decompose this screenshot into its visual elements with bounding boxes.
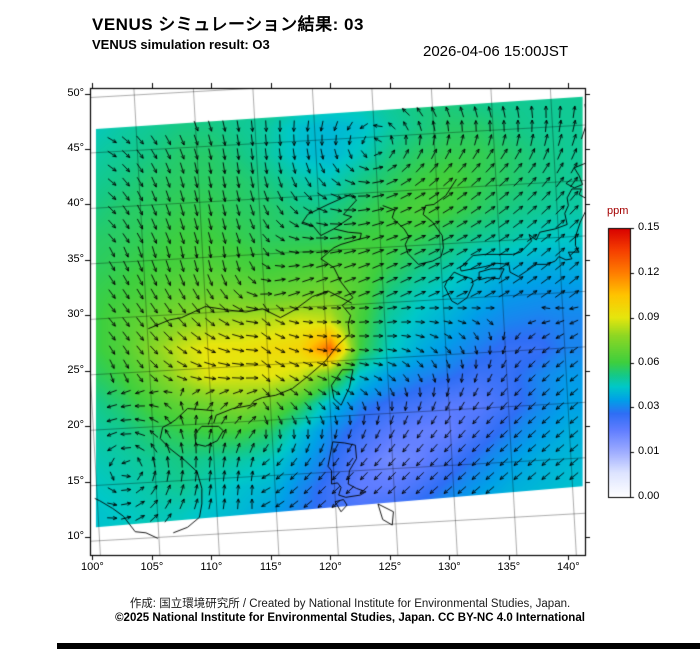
colorbar-tick-label: 0.01 bbox=[638, 445, 660, 458]
y-tick-label: 45° bbox=[67, 142, 84, 154]
colorbar-tick-label: 0.06 bbox=[638, 355, 660, 368]
page-title-english: VENUS simulation result: O3 bbox=[92, 37, 270, 52]
y-tick-label: 25° bbox=[67, 363, 84, 376]
x-tick-label: 140° bbox=[556, 561, 580, 573]
colorbar-tick-label: 0.03 bbox=[638, 400, 660, 413]
colorbar-units-label: ppm bbox=[607, 205, 629, 217]
x-tick-label: 120° bbox=[318, 561, 342, 573]
y-tick-label: 15° bbox=[67, 474, 84, 487]
colorbar-tick-label: 0.12 bbox=[638, 265, 660, 278]
colorbar-tick-label: 0.09 bbox=[638, 310, 660, 323]
y-tick-label: 30° bbox=[67, 308, 84, 321]
x-tick-label: 110° bbox=[200, 561, 223, 573]
y-tick-label: 20° bbox=[67, 419, 84, 432]
simulation-timestamp: 2026-04-06 15:00JST bbox=[423, 43, 569, 60]
window-bottom-bar bbox=[57, 643, 700, 649]
y-tick-label: 35° bbox=[67, 252, 84, 265]
attribution-text: 作成: 国立環境研究所 / Created by National Instit… bbox=[129, 598, 571, 610]
y-tick-label: 40° bbox=[67, 197, 84, 210]
colorbar-tick-label: 0.00 bbox=[638, 490, 660, 502]
x-tick-label: 125° bbox=[378, 561, 402, 573]
page-title-japanese: VENUS シミュレーション結果: 03 bbox=[92, 15, 364, 34]
x-tick-label: 100° bbox=[80, 561, 104, 573]
x-tick-label: 105° bbox=[140, 561, 164, 573]
y-tick-label: 50° bbox=[67, 86, 84, 99]
x-tick-label: 135° bbox=[497, 561, 521, 573]
copyright-text: ©2025 National Institute for Environment… bbox=[115, 612, 585, 624]
y-tick-label: 10° bbox=[67, 530, 84, 543]
colorbar-tick-label: 0.15 bbox=[638, 221, 660, 233]
x-tick-label: 115° bbox=[259, 561, 282, 573]
x-tick-label: 130° bbox=[437, 561, 461, 573]
